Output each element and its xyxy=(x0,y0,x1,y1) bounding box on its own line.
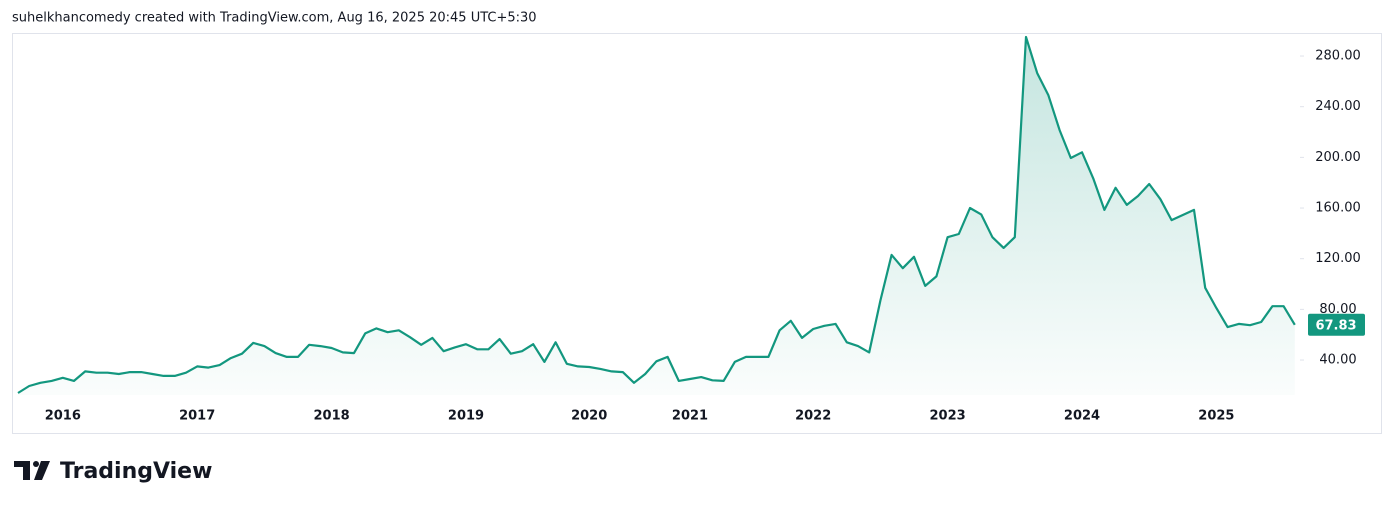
y-tick-label: 120.00 xyxy=(1315,251,1361,266)
x-tick-label: 2016 xyxy=(45,409,81,424)
logo: TradingView xyxy=(14,459,212,484)
logo-icon xyxy=(34,461,50,480)
y-tick-label: 80.00 xyxy=(1319,302,1356,317)
x-tick-label: 2023 xyxy=(930,409,966,424)
logo-icon xyxy=(14,461,30,480)
x-tick-label: 2018 xyxy=(314,409,350,424)
y-tick-label: 40.00 xyxy=(1319,353,1356,368)
area xyxy=(18,37,1295,395)
logo-text: TradingView xyxy=(60,459,212,484)
x-tick-label: 2017 xyxy=(179,409,215,424)
price-label-bg xyxy=(1308,313,1365,336)
chart-title: suhelkhancomedy created with TradingView… xyxy=(12,11,537,26)
x-tick-label: 2025 xyxy=(1198,409,1234,424)
x-tick-label: 2024 xyxy=(1064,409,1100,424)
y-tick-label: 160.00 xyxy=(1315,201,1361,216)
chart-frame xyxy=(12,33,1382,434)
x-tick-label: 2020 xyxy=(571,409,607,424)
logo-icon xyxy=(33,461,39,467)
y-tick-label: 280.00 xyxy=(1315,49,1361,64)
y-tick-label: 200.00 xyxy=(1315,150,1361,165)
y-tick-label: 240.00 xyxy=(1315,99,1361,114)
line xyxy=(17,35,1296,394)
price-label: 67.83 xyxy=(1315,318,1356,333)
x-tick-label: 2019 xyxy=(448,409,484,424)
x-tick-label: 2021 xyxy=(672,409,708,424)
x-tick-label: 2022 xyxy=(795,409,831,424)
